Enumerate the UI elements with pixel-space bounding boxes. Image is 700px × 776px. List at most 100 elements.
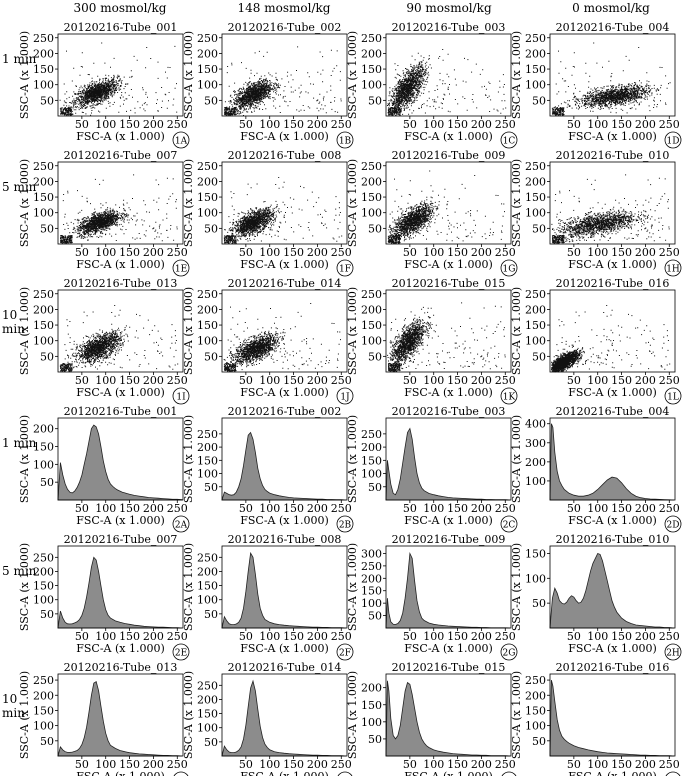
panel-badge <box>664 643 682 661</box>
y-tick-label: 50 <box>532 222 546 235</box>
y-tick-label: 200 <box>361 682 382 695</box>
panel-title: 20120216-Tube_016 <box>556 661 670 674</box>
x-axis-label: FSC-A (x 1.000) <box>240 258 329 271</box>
panel-1E: 20120216-Tube_007 SSC-A (x 1.000) FSC-A (x… <box>18 149 190 277</box>
x-tick-label: 50 <box>75 246 89 259</box>
y-axis-label: SSC-A (x 1.000) <box>346 159 359 247</box>
y-axis-label: SSC-A (x 1.000) <box>182 31 195 119</box>
panel-1C: 20120216-Tube_003 SSC-A (x 1.000) FSC-A (x… <box>346 21 518 149</box>
y-tick-label: 100 <box>361 716 382 729</box>
y-tick-label: 250 <box>361 288 382 301</box>
panel-title: 20120216-Tube_004 <box>556 405 670 418</box>
plot-frame <box>549 33 676 117</box>
y-tick-label: 200 <box>525 456 546 469</box>
column-header-0: 300 mosmol/kg <box>73 1 167 15</box>
y-tick-label: 250 <box>197 428 218 441</box>
x-tick-label: 50 <box>567 630 581 643</box>
x-tick-label: 250 <box>331 502 352 515</box>
panel-1D: 20120216-Tube_004 SSC-A (x 1.000) FSC-A (x… <box>510 21 682 149</box>
x-tick-label: 200 <box>635 758 656 771</box>
panel-badge-label: 1H <box>666 265 680 275</box>
x-tick-label: 50 <box>75 502 89 515</box>
x-axis-label: FSC-A (x 1.000) <box>240 770 329 776</box>
x-tick-label: 100 <box>95 118 116 131</box>
y-axis-label: SSC-A (x 1.000) <box>18 543 31 631</box>
x-tick-label: 250 <box>659 502 680 515</box>
panel-badge <box>500 131 518 149</box>
plot-frame <box>549 417 676 501</box>
panel-2C: 20120216-Tube_003 SSC-A (x 1.000) FSC-A (x… <box>346 405 518 533</box>
x-tick-label: 200 <box>143 758 164 771</box>
x-tick-label: 50 <box>567 758 581 771</box>
panel-1B: 20120216-Tube_002 SSC-A (x 1.000) FSC-A (x… <box>182 21 354 149</box>
x-tick-label: 100 <box>259 118 280 131</box>
y-tick-label: 150 <box>525 704 546 717</box>
x-tick-label: 200 <box>307 630 328 643</box>
panel-title: 20120216-Tube_009 <box>392 533 506 546</box>
plot-frame <box>57 417 184 501</box>
x-tick-label: 250 <box>495 246 516 259</box>
x-tick-label: 250 <box>659 246 680 259</box>
y-tick-label: 150 <box>197 191 218 204</box>
plot-frame <box>57 33 184 117</box>
x-tick-label: 200 <box>307 118 328 131</box>
x-axis-label: FSC-A (x 1.000) <box>404 386 493 399</box>
x-tick-label: 100 <box>259 502 280 515</box>
y-tick-label: 250 <box>197 288 218 301</box>
x-tick-label: 250 <box>495 118 516 131</box>
y-axis-label: SSC-A (x 1.000) <box>510 543 523 631</box>
plot-frame <box>57 545 184 629</box>
panel-badge-label: 1E <box>175 265 187 275</box>
y-tick-label: 200 <box>361 175 382 188</box>
panel-1J: 20120216-Tube_014 SSC-A (x 1.000) FSC-A (x… <box>182 277 354 405</box>
panel-title: 20120216-Tube_014 <box>228 661 342 674</box>
panel-2D: 20120216-Tube_004 SSC-A (x 1.000) FSC-A (x… <box>510 405 682 533</box>
y-axis-label: SSC-A (x 1.000) <box>346 287 359 375</box>
x-tick-label: 200 <box>471 118 492 131</box>
scatter-points <box>60 174 178 244</box>
panel-badge <box>172 387 190 405</box>
y-tick-label: 150 <box>197 580 218 593</box>
x-tick-label: 50 <box>239 502 253 515</box>
y-tick-label: 100 <box>33 594 54 607</box>
y-tick-label: 200 <box>33 303 54 316</box>
plot-frame <box>221 673 348 757</box>
panel-1H: 20120216-Tube_010 SSC-A (x 1.000) FSC-A (x… <box>510 149 682 277</box>
y-tick-label: 100 <box>525 720 546 733</box>
x-tick-label: 50 <box>239 374 253 387</box>
x-axis-label: FSC-A (x 1.000) <box>568 130 657 143</box>
histogram-area <box>221 551 347 629</box>
y-tick-label: 200 <box>525 47 546 60</box>
y-axis-label: SSC-A (x 1.000) <box>18 671 31 759</box>
y-tick-label: 50 <box>532 735 546 748</box>
x-tick-label: 150 <box>611 118 632 131</box>
x-tick-label: 100 <box>587 246 608 259</box>
x-tick-label: 100 <box>95 502 116 515</box>
plot-frame <box>57 289 184 373</box>
x-tick-label: 200 <box>307 502 328 515</box>
x-tick-label: 150 <box>119 630 140 643</box>
x-tick-label: 50 <box>403 630 417 643</box>
scatter-points <box>387 302 506 373</box>
x-axis-label: FSC-A (x 1.000) <box>76 514 165 527</box>
x-tick-label: 200 <box>635 246 656 259</box>
panel-badge-label: 1D <box>667 137 680 147</box>
scatter-points <box>387 170 505 244</box>
panel-title: 20120216-Tube_003 <box>392 21 506 34</box>
y-tick-label: 150 <box>33 441 54 454</box>
row-header-5: 10 min <box>2 692 25 720</box>
histogram-area <box>57 556 183 629</box>
row-header-0: 1 min <box>2 52 37 66</box>
x-tick-label: 200 <box>471 502 492 515</box>
panel-1I: 20120216-Tube_013 SSC-A (x 1.000) FSC-A (x… <box>18 277 190 405</box>
panel-2A: 20120216-Tube_001 SSC-A (x 1.000) FSC-A (x… <box>18 405 190 533</box>
plot-frame <box>57 673 184 757</box>
y-tick-label: 50 <box>40 476 54 489</box>
x-tick-label: 150 <box>283 118 304 131</box>
x-tick-label: 250 <box>167 246 188 259</box>
histogram-area <box>385 427 511 501</box>
panel-2F: 20120216-Tube_008 SSC-A (x 1.000) FSC-A (x… <box>182 533 354 661</box>
panel-2B: 20120216-Tube_002 SSC-A (x 1.000) FSC-A (x… <box>182 405 354 533</box>
panel-title: 20120216-Tube_002 <box>228 405 342 418</box>
x-tick-label: 250 <box>495 630 516 643</box>
